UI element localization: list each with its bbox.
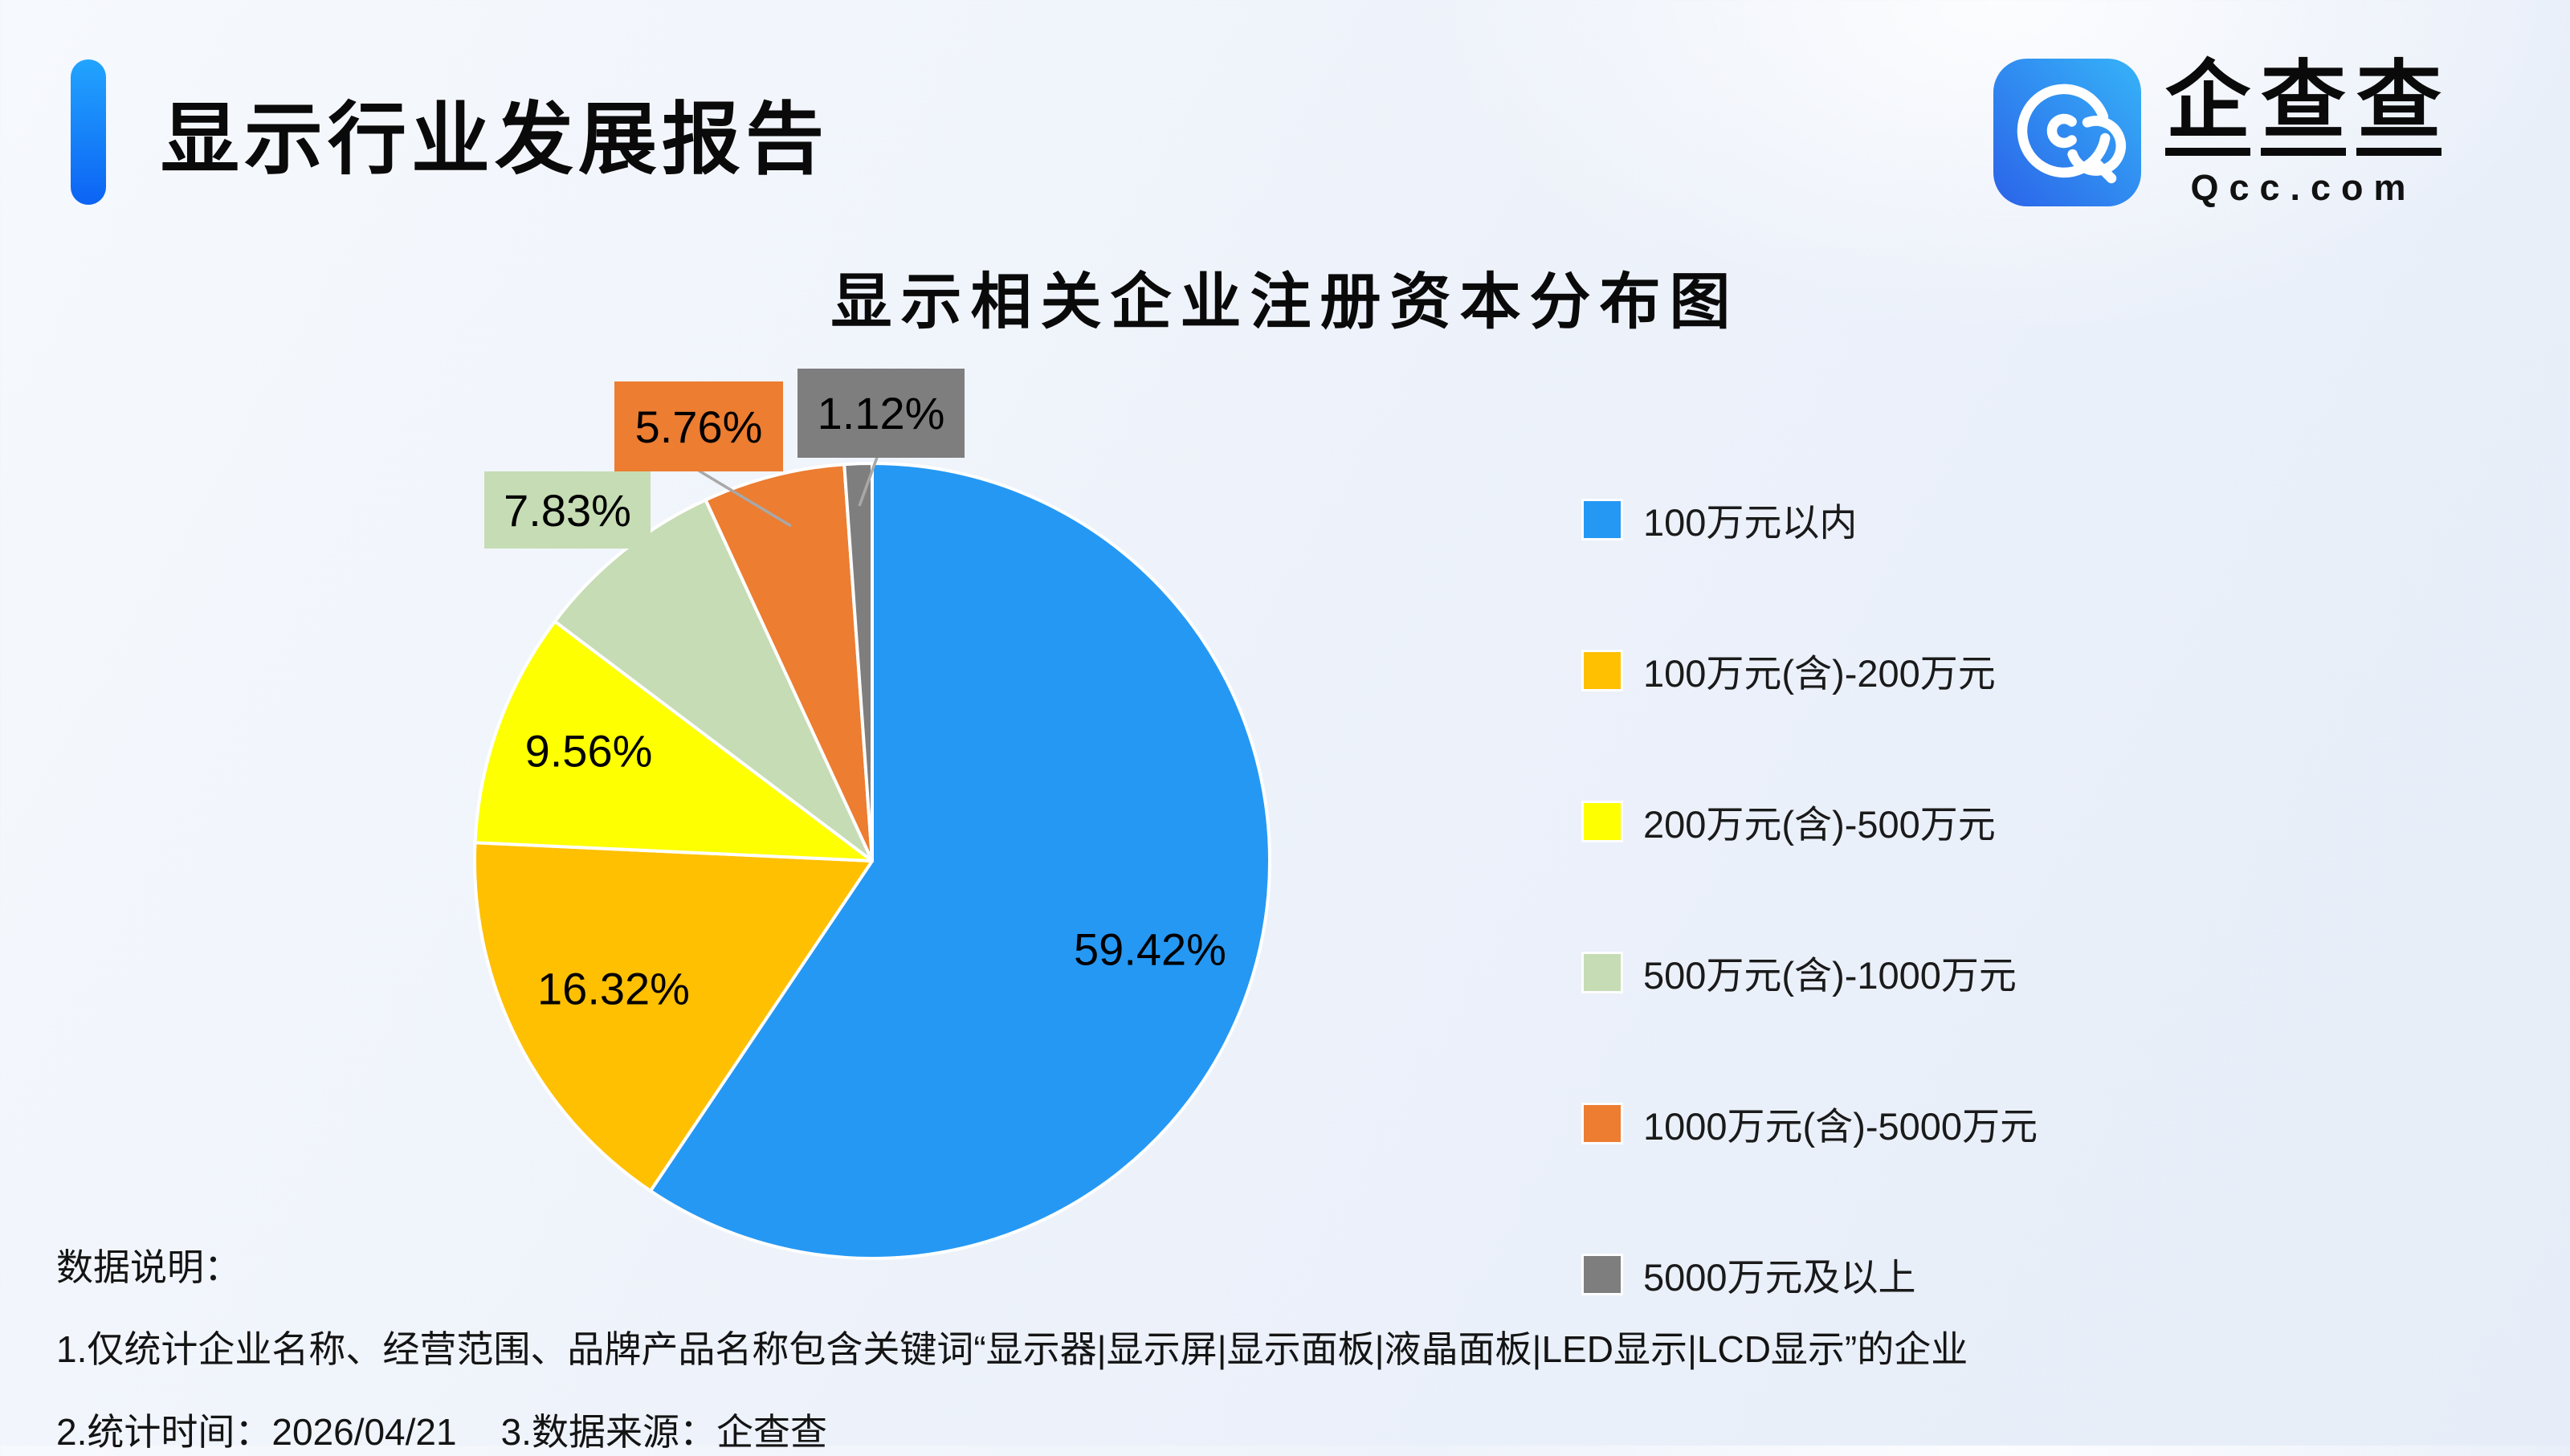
- note-meta-row: 2.统计时间：2026/04/21 3.数据来源：企查查: [56, 1403, 1968, 1456]
- pie-label-1: 16.32%: [537, 963, 690, 1014]
- legend-label: 100万元(含)-200万元: [1643, 652, 1996, 695]
- legend-row: 1000万元(含)-5000万元: [1584, 1095, 2038, 1151]
- pie-slice-0: [649, 462, 1272, 1260]
- legend-row: 100万元(含)-200万元: [1584, 642, 2038, 698]
- pie-chart: 59.42% 16.32% 9.56% 7.83% 5.76% 1.12%: [434, 353, 1317, 1317]
- pie-slice-1: [472, 841, 874, 1193]
- legend-row: 100万元以内: [1584, 491, 2038, 547]
- note-date: 2.统计时间：2026/04/21: [56, 1411, 457, 1453]
- note-scope: 1.仅统计企业名称、经营范围、品牌产品名称包含关键词“显示器|显示屏|显示面板|…: [56, 1328, 1968, 1370]
- qcc-logo: 企 查 查 Qcc.com: [1993, 59, 2442, 209]
- legend-swatch-icon: [1584, 802, 1621, 840]
- qcc-logo-text: 企 查 查 Qcc.com: [2165, 59, 2442, 209]
- pie-slice-3: [553, 498, 874, 863]
- data-notes: 数据说明： 1.仅统计企业名称、经营范围、品牌产品名称包含关键词“显示器|显示屏…: [56, 1238, 1968, 1456]
- legend-swatch-icon: [1584, 1104, 1621, 1142]
- chart-title: 显示相关企业注册资本分布图: [830, 268, 1740, 336]
- legend-swatch-icon: [1584, 953, 1621, 991]
- qcc-char: 查: [2356, 59, 2442, 156]
- pie-label-3: 7.83%: [484, 471, 651, 549]
- qcc-logo-cn: 企 查 查: [2165, 59, 2442, 156]
- pie-slice-4: [704, 463, 874, 863]
- legend-swatch-icon: [1584, 500, 1621, 538]
- pie-slice-5: [842, 461, 874, 863]
- pie-label-0: 59.42%: [1074, 924, 1226, 975]
- note-source: 3.数据来源：企查查: [500, 1411, 827, 1453]
- leader-line-orange: [698, 469, 792, 528]
- title-accent-bar: [71, 59, 106, 205]
- legend-row: 200万元(含)-500万元: [1584, 793, 2038, 849]
- pie-svg: [472, 452, 1272, 1260]
- leader-line-gray: [858, 452, 880, 507]
- legend-swatch-icon: [1584, 1255, 1621, 1293]
- qcc-char: 企: [2165, 59, 2250, 156]
- page-title: 显示行业发展报告: [161, 95, 830, 183]
- legend-swatch-icon: [1584, 651, 1621, 689]
- pie-label-4: 5.76%: [614, 381, 783, 471]
- legend-label: 200万元(含)-500万元: [1643, 803, 1996, 846]
- legend-label: 1000万元(含)-5000万元: [1643, 1105, 2038, 1148]
- legend-label: 100万元以内: [1643, 501, 1858, 544]
- pie-label-2: 9.56%: [524, 725, 653, 777]
- legend: 100万元以内 100万元(含)-200万元 200万元(含)-500万元 50…: [1584, 491, 2038, 1302]
- pie-label-5: 1.12%: [798, 369, 965, 458]
- qcc-domain: Qcc.com: [2190, 167, 2417, 208]
- qcc-logo-icon: [1993, 59, 2141, 206]
- legend-row: 500万元(含)-1000万元: [1584, 944, 2038, 1000]
- pie-slice-2: [473, 619, 874, 863]
- legend-label: 500万元(含)-1000万元: [1643, 954, 2017, 997]
- pie-slices: [472, 461, 1272, 1260]
- qcc-char: 查: [2261, 59, 2346, 156]
- legend-label: 5000万元及以上: [1643, 1256, 1916, 1299]
- notes-heading: 数据说明：: [56, 1246, 241, 1288]
- legend-row: 5000万元及以上: [1584, 1246, 2038, 1302]
